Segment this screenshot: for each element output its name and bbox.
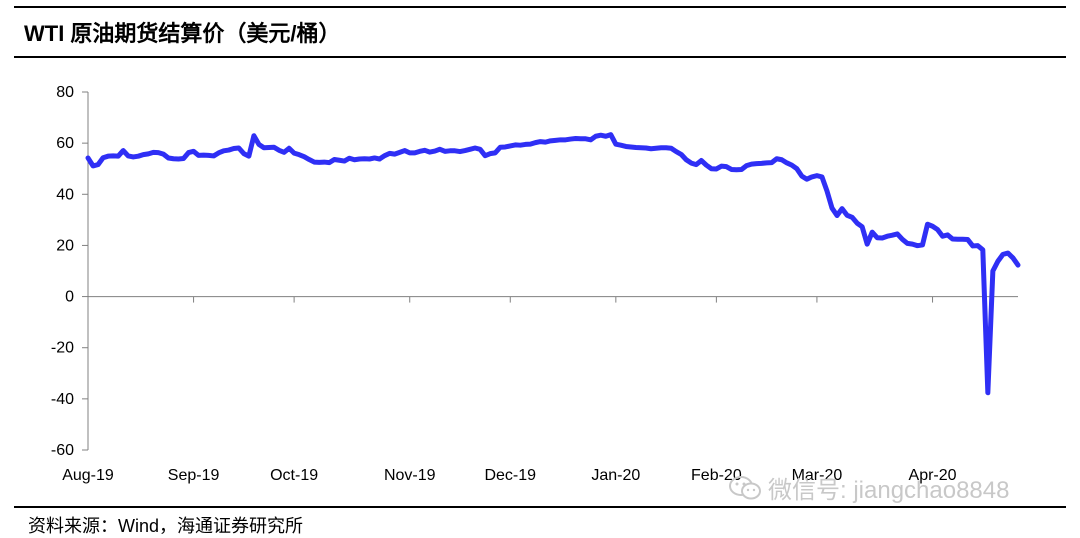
axes (87, 92, 1018, 450)
source-rule (14, 506, 1066, 508)
x-tick-label: Mar-20 (792, 467, 843, 484)
title-rule (14, 56, 1066, 58)
watermark-text: 微信号: jiangchao8848 (768, 477, 1010, 504)
x-axis-ticks: Aug-19 Sep-19 Oct-19 Nov-19 Dec-19 Jan-20 Feb-… (62, 296, 957, 484)
x-tick-label: Sep-19 (168, 467, 220, 484)
series-line-wti (85, 132, 1021, 396)
y-tick-label: 20 (56, 237, 74, 254)
y-tick-label: -60 (51, 442, 74, 459)
y-tick-label: -20 (51, 340, 74, 357)
wechat-icon (729, 475, 761, 499)
y-tick-label: 80 (56, 84, 74, 101)
x-tick-label: Dec-19 (484, 467, 536, 484)
x-tick-label: Jan-20 (591, 467, 640, 484)
x-tick-label: Oct-19 (270, 467, 318, 484)
top-rule (14, 6, 1066, 8)
watermark: 微信号: jiangchao8848 (728, 470, 1009, 505)
chart-title: WTI 原油期货结算价（美元/桶） (24, 21, 341, 46)
x-tick-label: Apr-20 (909, 467, 957, 484)
y-tick-label: 60 (56, 135, 74, 152)
source-note: 资料来源：Wind，海通证券研究所 (28, 516, 304, 536)
y-axis-ticks: -60 -40 -20 0 20 40 60 80 (51, 84, 88, 459)
x-tick-label: Aug-19 (62, 467, 114, 484)
y-tick-label: -40 (51, 391, 74, 408)
x-tick-label: Feb-20 (691, 467, 742, 484)
y-tick-label: 0 (65, 289, 74, 306)
y-tick-label: 40 (56, 186, 74, 203)
x-tick-label: Nov-19 (384, 467, 436, 484)
